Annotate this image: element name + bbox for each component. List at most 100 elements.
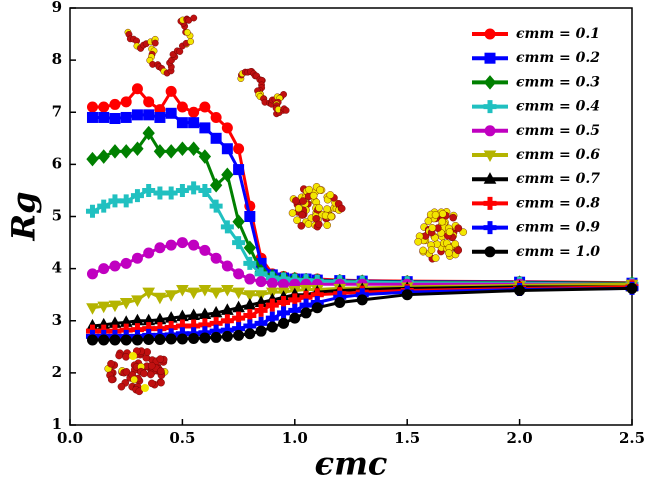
bead (299, 197, 307, 205)
marker (165, 85, 177, 97)
marker (142, 125, 155, 141)
marker (221, 122, 233, 134)
legend-marker (484, 52, 496, 64)
marker (221, 284, 234, 297)
legend-label: ϵmm = 0.7 (516, 171, 600, 187)
bead (439, 210, 447, 218)
bead (117, 382, 126, 391)
legend-label: ϵmm = 0.1 (516, 26, 600, 42)
marker (401, 289, 413, 301)
molecule-images (104, 14, 468, 396)
bead (431, 254, 440, 262)
marker (176, 333, 188, 345)
marker (233, 329, 245, 341)
marker (198, 149, 212, 164)
bead (294, 204, 303, 213)
legend-label: ϵmm = 0.4 (516, 99, 600, 115)
marker (120, 144, 133, 159)
bead (323, 205, 331, 213)
marker (164, 186, 178, 200)
marker (210, 252, 222, 264)
marker (119, 194, 133, 208)
marker (175, 183, 189, 197)
marker (143, 96, 155, 108)
legend-label: ϵmm = 0.8 (516, 195, 600, 211)
marker (300, 307, 312, 319)
bead (309, 191, 318, 200)
marker (143, 247, 155, 259)
marker (188, 117, 200, 129)
marker (199, 122, 211, 134)
marker (289, 312, 301, 324)
marker (187, 287, 200, 300)
marker (188, 239, 200, 251)
marker (143, 334, 155, 346)
marker (165, 144, 178, 159)
marker (243, 290, 257, 302)
marker (98, 101, 110, 113)
legend-label: ϵmm = 1.0 (516, 244, 600, 260)
bead (146, 370, 155, 379)
marker (120, 111, 132, 123)
bead (176, 48, 184, 55)
marker (97, 301, 111, 314)
marker (131, 334, 143, 346)
marker (187, 141, 200, 157)
marker (356, 294, 368, 306)
marker (233, 268, 245, 280)
marker (176, 284, 189, 297)
marker (198, 284, 212, 297)
marker (154, 111, 166, 123)
legend-marker (484, 125, 496, 137)
bead (424, 217, 433, 225)
y-tick-label: 8 (52, 50, 62, 68)
bead (140, 369, 148, 378)
bead (298, 211, 306, 219)
marker (109, 98, 121, 110)
marker (176, 141, 189, 157)
marker (233, 143, 245, 155)
bead (445, 249, 453, 257)
marker (86, 111, 98, 123)
marker (98, 111, 110, 123)
bead (315, 204, 323, 212)
legend-marker (483, 196, 497, 210)
marker (97, 199, 111, 213)
marker (198, 183, 212, 197)
y-tick-label: 9 (52, 0, 62, 16)
marker (164, 290, 178, 302)
bead (107, 375, 116, 384)
bead (293, 216, 301, 225)
marker (165, 333, 177, 345)
bead (157, 367, 165, 376)
marker (142, 287, 156, 300)
bead (288, 209, 297, 217)
marker (266, 321, 278, 333)
marker (233, 164, 245, 176)
bead (190, 14, 198, 22)
marker (278, 317, 290, 329)
y-tick-label: 3 (52, 311, 62, 329)
marker (255, 276, 267, 288)
bead (107, 359, 115, 368)
marker (221, 260, 233, 272)
marker (243, 256, 257, 270)
marker (220, 220, 234, 234)
marker (209, 199, 223, 213)
marker (109, 113, 121, 125)
marker (199, 101, 211, 113)
marker (86, 151, 99, 167)
x-tick-label: 1.0 (282, 429, 308, 447)
bead (315, 220, 323, 229)
bead (148, 379, 156, 388)
marker (86, 303, 99, 315)
marker (311, 302, 323, 314)
x-axis-label: ϵmc (315, 445, 388, 483)
legend-marker (483, 100, 497, 114)
y-tick-label: 5 (52, 207, 62, 225)
bead (327, 212, 336, 221)
marker (109, 260, 121, 272)
marker (131, 295, 144, 307)
bead (187, 38, 195, 45)
marker (142, 183, 156, 197)
